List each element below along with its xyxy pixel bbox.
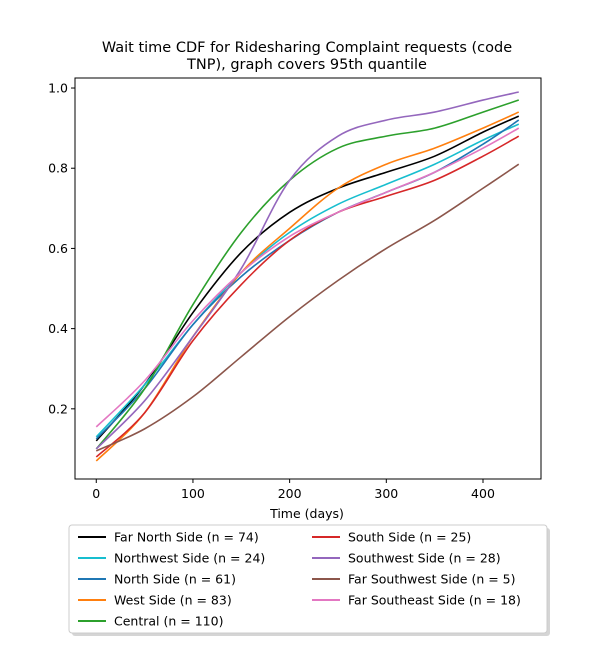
y-axis: 0.2 0.4 0.6 0.8 1.0 bbox=[48, 81, 75, 416]
y-tick-label: 0.4 bbox=[48, 321, 68, 336]
x-axis: 0 100 200 300 400 bbox=[92, 479, 495, 501]
series-line-6 bbox=[95, 135, 520, 458]
series-line-8 bbox=[95, 163, 520, 452]
legend-label: Southwest Side (n = 28) bbox=[348, 551, 501, 566]
x-axis-label: Time (days) bbox=[269, 506, 344, 521]
series-line-2 bbox=[95, 123, 520, 438]
legend-label: Far Southeast Side (n = 18) bbox=[348, 593, 521, 608]
x-tick-label: 100 bbox=[181, 486, 205, 501]
chart-title-line-1: Wait time CDF for Ridesharing Complaint … bbox=[102, 40, 512, 56]
y-tick-label: 0.2 bbox=[48, 401, 68, 416]
plot-area bbox=[74, 77, 542, 480]
legend-box bbox=[68, 524, 548, 634]
legend-label: Far North Side (n = 74) bbox=[114, 530, 259, 545]
chart-title-line-2: TNP), graph covers 95th quantile bbox=[186, 57, 427, 73]
y-tick-label: 1.0 bbox=[48, 81, 68, 96]
series-lines bbox=[95, 91, 520, 462]
legend-label: South Side (n = 25) bbox=[348, 530, 471, 545]
y-tick-label: 0.8 bbox=[48, 161, 68, 176]
legend: Far North Side (n = 74) Northwest Side (n… bbox=[68, 524, 550, 636]
x-tick-label: 0 bbox=[92, 486, 100, 501]
legend-label: Central (n = 110) bbox=[114, 614, 223, 629]
series-line-7 bbox=[95, 91, 519, 450]
legend-label: Far Southwest Side (n = 5) bbox=[348, 572, 516, 587]
y-tick-label: 0.6 bbox=[48, 241, 68, 256]
legend-label: West Side (n = 83) bbox=[114, 593, 232, 608]
x-tick-label: 300 bbox=[374, 486, 398, 501]
x-tick-label: 200 bbox=[278, 486, 302, 501]
series-line-9 bbox=[95, 127, 520, 428]
x-tick-label: 400 bbox=[471, 486, 495, 501]
legend-label: Northwest Side (n = 24) bbox=[114, 551, 265, 566]
plot-frame bbox=[74, 77, 542, 480]
legend-label: North Side (n = 61) bbox=[114, 572, 236, 587]
